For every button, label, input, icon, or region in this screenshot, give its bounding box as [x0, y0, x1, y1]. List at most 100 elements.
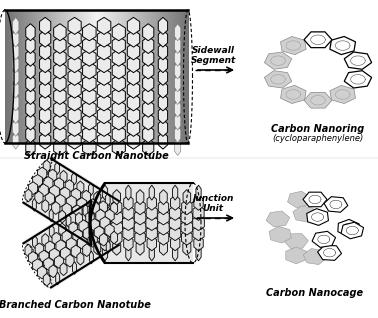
Polygon shape: [112, 75, 125, 92]
Polygon shape: [194, 195, 203, 210]
Bar: [154, 10, 155, 143]
Bar: [82, 10, 83, 143]
Polygon shape: [106, 240, 110, 253]
Bar: [145, 10, 146, 143]
Bar: [30, 10, 31, 143]
Polygon shape: [196, 185, 201, 200]
Polygon shape: [92, 202, 99, 215]
Polygon shape: [143, 49, 154, 66]
Polygon shape: [111, 210, 122, 225]
Polygon shape: [56, 240, 66, 252]
Polygon shape: [124, 195, 133, 210]
Bar: [156, 10, 157, 143]
Bar: [146, 10, 147, 143]
Polygon shape: [60, 187, 70, 200]
Polygon shape: [158, 56, 167, 73]
Polygon shape: [288, 191, 310, 208]
Polygon shape: [193, 216, 204, 231]
Polygon shape: [143, 113, 154, 130]
Bar: [66, 10, 67, 143]
Bar: [64, 10, 65, 143]
Bar: [76, 10, 77, 143]
Polygon shape: [33, 259, 43, 272]
Polygon shape: [40, 68, 51, 85]
Polygon shape: [99, 216, 111, 231]
Polygon shape: [44, 258, 53, 270]
Bar: [177, 10, 178, 143]
Bar: [134, 10, 135, 143]
Bar: [112, 10, 113, 143]
Polygon shape: [83, 204, 88, 217]
Polygon shape: [76, 221, 82, 233]
Bar: [85, 10, 86, 143]
Bar: [83, 10, 84, 143]
Polygon shape: [175, 37, 181, 53]
Polygon shape: [113, 240, 121, 255]
Bar: [67, 10, 68, 143]
Polygon shape: [55, 162, 60, 175]
Polygon shape: [86, 211, 94, 224]
Polygon shape: [97, 17, 111, 34]
Polygon shape: [111, 220, 122, 235]
Polygon shape: [135, 200, 145, 215]
Polygon shape: [72, 205, 82, 218]
Polygon shape: [303, 249, 327, 265]
Polygon shape: [94, 226, 104, 239]
Bar: [63, 10, 64, 143]
Bar: [29, 10, 30, 143]
Polygon shape: [82, 100, 96, 117]
Text: Straight Carbon Nanotube: Straight Carbon Nanotube: [24, 151, 169, 161]
Bar: [118, 10, 119, 143]
Bar: [53, 10, 54, 143]
Bar: [24, 10, 25, 143]
Polygon shape: [40, 56, 51, 73]
Polygon shape: [127, 17, 140, 34]
Polygon shape: [124, 236, 133, 251]
Polygon shape: [127, 56, 140, 73]
Bar: [9, 10, 10, 143]
Bar: [104, 10, 105, 143]
Bar: [46, 10, 47, 143]
Bar: [181, 10, 182, 143]
Polygon shape: [170, 236, 180, 251]
Bar: [79, 10, 80, 143]
Polygon shape: [181, 230, 192, 245]
Polygon shape: [99, 233, 108, 246]
Polygon shape: [146, 205, 157, 220]
Polygon shape: [22, 199, 120, 289]
Bar: [60, 10, 61, 143]
Polygon shape: [344, 71, 372, 88]
Polygon shape: [26, 37, 35, 53]
Polygon shape: [169, 216, 181, 231]
Polygon shape: [54, 87, 66, 105]
Polygon shape: [83, 227, 93, 240]
Bar: [61, 10, 62, 143]
Polygon shape: [71, 172, 76, 185]
Polygon shape: [68, 107, 81, 124]
Polygon shape: [62, 203, 71, 216]
Bar: [142, 10, 143, 143]
Bar: [150, 10, 151, 143]
Polygon shape: [112, 113, 125, 130]
Polygon shape: [135, 230, 146, 245]
Polygon shape: [68, 81, 81, 98]
Bar: [111, 10, 112, 143]
Polygon shape: [92, 231, 99, 244]
Bar: [45, 10, 46, 143]
Polygon shape: [193, 226, 204, 241]
Bar: [174, 10, 175, 143]
Bar: [185, 10, 186, 143]
Bar: [105, 10, 106, 143]
Bar: [21, 10, 22, 143]
Polygon shape: [40, 30, 51, 47]
Bar: [69, 10, 70, 143]
Polygon shape: [68, 17, 81, 34]
Polygon shape: [127, 81, 140, 98]
Polygon shape: [12, 132, 19, 149]
Bar: [113, 10, 114, 143]
Bar: [62, 10, 63, 143]
Polygon shape: [71, 245, 81, 258]
Bar: [86, 10, 87, 143]
Bar: [186, 10, 187, 143]
Polygon shape: [127, 43, 140, 60]
